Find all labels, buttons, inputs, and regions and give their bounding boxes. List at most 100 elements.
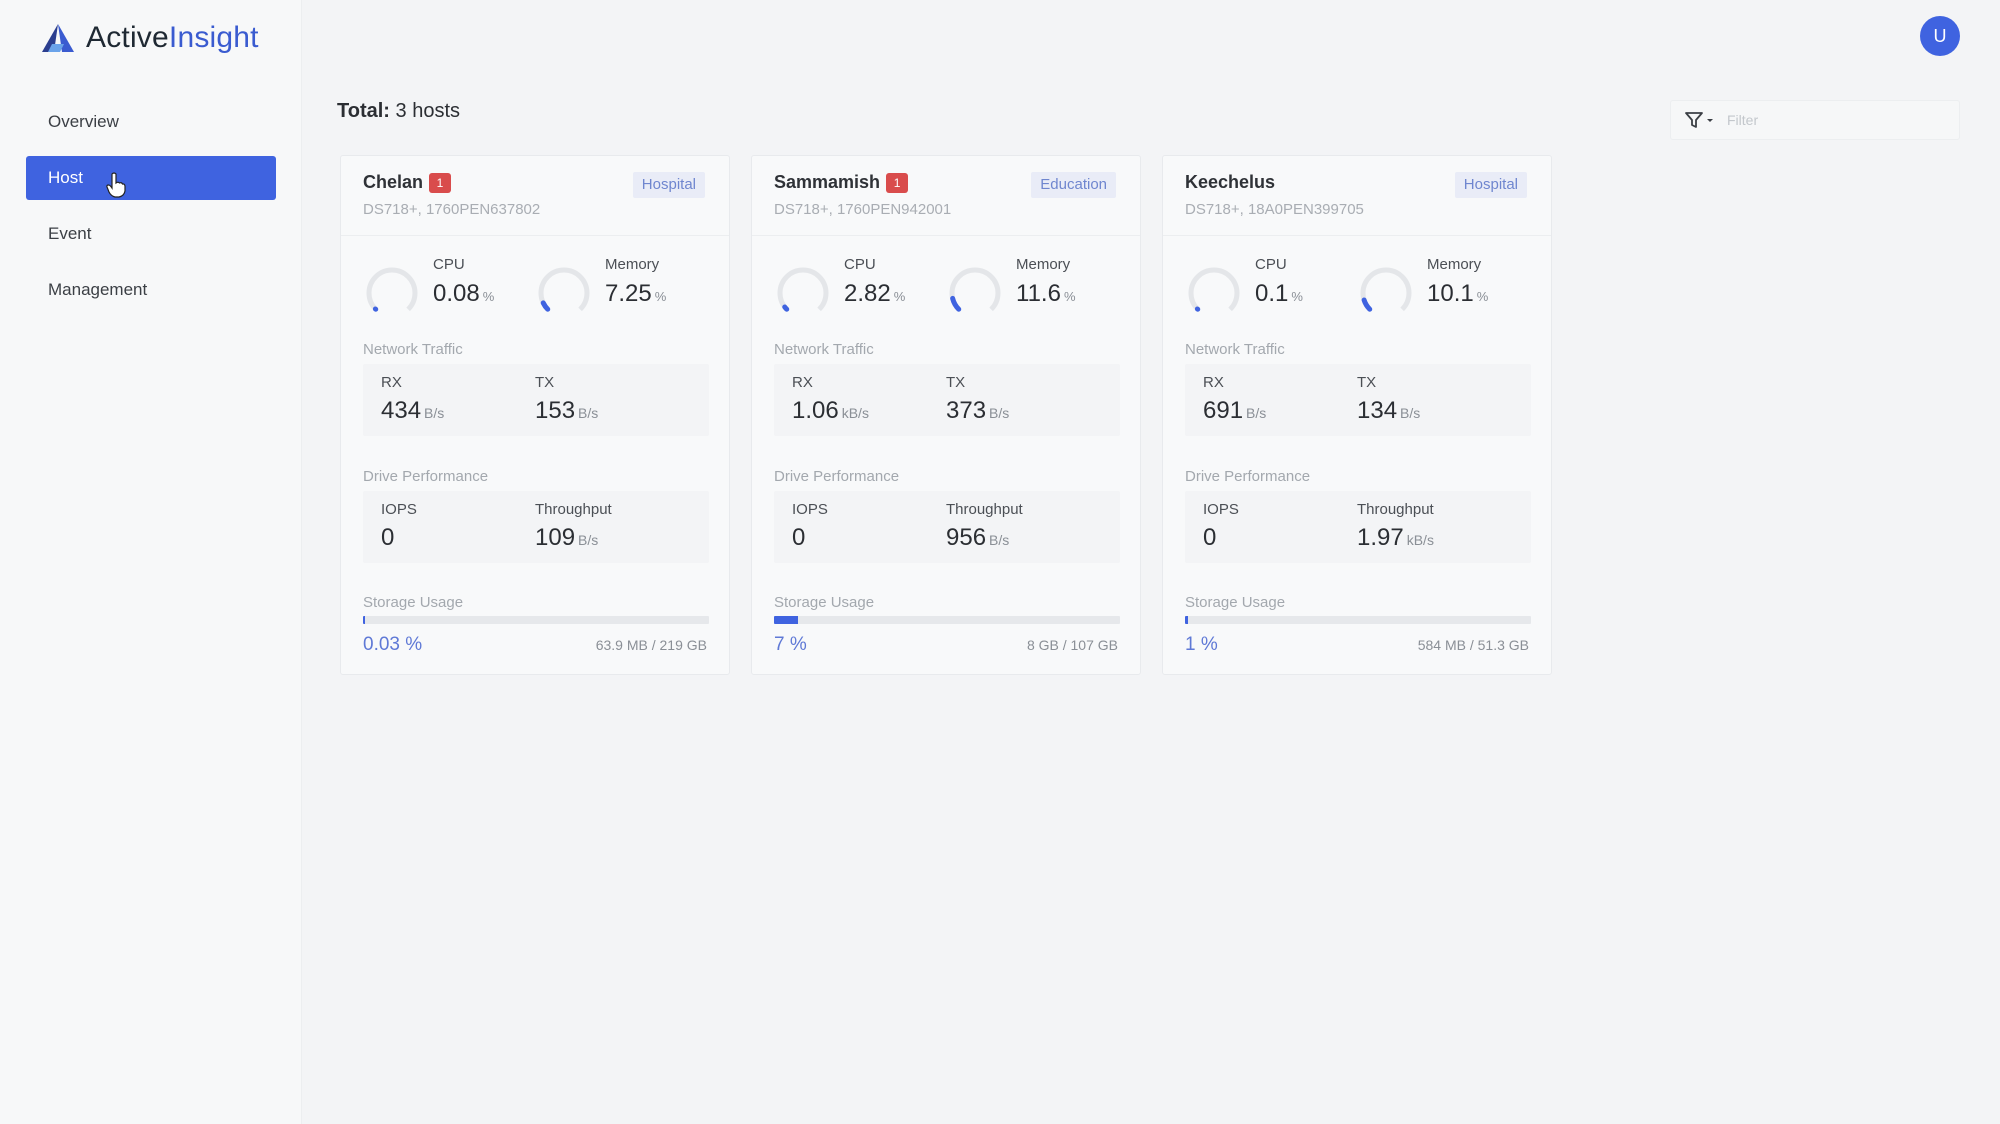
- memory-value: 10.1%: [1427, 280, 1489, 307]
- tx-value: 134 B/s: [1357, 397, 1421, 424]
- throughput-metric: Throughput 109 B/s: [535, 501, 612, 552]
- host-tag: Hospital: [1454, 172, 1527, 198]
- network-traffic-label: Network Traffic: [363, 341, 463, 358]
- sidebar-item-label: Host: [48, 168, 83, 187]
- sidebar-item-label: Management: [48, 280, 148, 299]
- rx-label: RX: [1203, 374, 1224, 391]
- alert-badge[interactable]: 1: [429, 172, 452, 193]
- rx-label: RX: [381, 374, 402, 391]
- sidebar-item-event[interactable]: Event: [26, 212, 276, 256]
- rx-value: 434 B/s: [381, 397, 445, 424]
- tx-metric: TX 134 B/s: [1357, 374, 1420, 425]
- iops-metric: IOPS 0: [381, 501, 417, 552]
- filter-icon[interactable]: [1685, 111, 1715, 129]
- storage-progress-fill: [774, 616, 799, 624]
- sidebar-item-host[interactable]: Host: [26, 156, 276, 200]
- host-model: DS718+, 1760PEN637802: [363, 201, 541, 218]
- iops-value: 0: [381, 524, 395, 551]
- host-name[interactable]: Sammamish: [774, 172, 881, 192]
- filter-input[interactable]: [1727, 112, 1927, 128]
- host-model: DS718+, 18A0PEN399705: [1185, 201, 1364, 218]
- rx-metric: RX 691 B/s: [1203, 374, 1266, 425]
- iops-value: 0: [792, 524, 806, 551]
- user-avatar[interactable]: U: [1920, 16, 1960, 56]
- cpu-gauge-icon: [1188, 267, 1240, 319]
- tx-value: 373 B/s: [946, 397, 1010, 424]
- cpu-gauge: CPU 2.82%: [774, 256, 944, 326]
- cpu-gauge: CPU 0.1%: [1185, 256, 1355, 326]
- storage-size: 63.9 MB / 219 GB: [595, 637, 707, 653]
- host-tag: Hospital: [632, 172, 705, 198]
- cpu-gauge: CPU 0.08%: [363, 256, 533, 326]
- throughput-metric: Throughput 1.97 kB/s: [1357, 501, 1434, 552]
- cpu-gauge-icon: [777, 267, 829, 319]
- network-traffic-box: RX 691 B/s TX 134 B/s: [1185, 364, 1531, 436]
- iops-label: IOPS: [381, 501, 417, 518]
- iops-label: IOPS: [1203, 501, 1239, 518]
- storage-percent: 7 %: [774, 634, 807, 655]
- host-model: DS718+, 1760PEN942001: [774, 201, 952, 218]
- memory-label: Memory: [1427, 256, 1482, 273]
- drive-performance-box: IOPS 0 Throughput 956 B/s: [774, 491, 1120, 563]
- storage-size: 8 GB / 107 GB: [1026, 637, 1118, 653]
- rx-value: 691 B/s: [1203, 397, 1267, 424]
- throughput-label: Throughput: [535, 501, 612, 518]
- network-traffic-box: RX 434 B/s TX 153 B/s: [363, 364, 709, 436]
- host-card-header: Sammamish 1 Education DS718+, 1760PEN9420…: [752, 156, 1140, 236]
- network-traffic-box: RX 1.06 kB/s TX 373 B/s: [774, 364, 1120, 436]
- host-card[interactable]: Chelan 1 Hospital DS718+, 1760PEN637802 C…: [340, 155, 730, 675]
- rx-metric: RX 1.06 kB/s: [792, 374, 869, 425]
- memory-gauge: Memory 11.6%: [946, 256, 1116, 326]
- tx-metric: TX 153 B/s: [535, 374, 598, 425]
- tx-label: TX: [946, 374, 966, 391]
- storage-progress-bar: [774, 616, 1120, 624]
- drive-performance-box: IOPS 0 Throughput 109 B/s: [363, 491, 709, 563]
- rx-label: RX: [792, 374, 813, 391]
- resource-gauges: CPU 2.82% Memory 11.6%: [774, 256, 1124, 326]
- host-card-header: Keechelus Hospital DS718+, 18A0PEN399705: [1163, 156, 1551, 236]
- throughput-label: Throughput: [946, 501, 1023, 518]
- cpu-value: 0.1%: [1255, 280, 1303, 307]
- app-logo[interactable]: ActiveInsight: [40, 18, 259, 58]
- cpu-value: 0.08%: [433, 280, 495, 307]
- drive-performance-box: IOPS 0 Throughput 1.97 kB/s: [1185, 491, 1531, 563]
- cpu-gauge-icon: [366, 267, 418, 319]
- memory-gauge-icon: [949, 267, 1001, 319]
- network-traffic-label: Network Traffic: [774, 341, 874, 358]
- logo-icon: [42, 24, 74, 52]
- throughput-value: 109 B/s: [535, 524, 599, 551]
- storage-usage-label: Storage Usage: [1185, 594, 1286, 611]
- host-name[interactable]: Chelan: [363, 172, 424, 192]
- storage-percent: 0.03 %: [363, 634, 423, 655]
- memory-gauge-icon: [1360, 267, 1412, 319]
- host-tag: Education: [1031, 172, 1116, 198]
- sidebar-nav: Overview Host Event Management: [26, 100, 276, 324]
- storage-progress-bar: [1185, 616, 1531, 624]
- storage-progress-bar: [363, 616, 709, 624]
- alert-badge[interactable]: 1: [886, 172, 909, 193]
- host-name[interactable]: Keechelus: [1185, 172, 1276, 192]
- tx-label: TX: [1357, 374, 1377, 391]
- throughput-value: 1.97 kB/s: [1357, 524, 1434, 551]
- storage-usage-label: Storage Usage: [363, 594, 464, 611]
- cpu-label: CPU: [1255, 256, 1287, 273]
- sidebar-item-management[interactable]: Management: [26, 268, 276, 312]
- drive-performance-label: Drive Performance: [774, 468, 900, 485]
- host-card[interactable]: Keechelus Hospital DS718+, 18A0PEN399705…: [1162, 155, 1552, 675]
- drive-performance-label: Drive Performance: [1185, 468, 1311, 485]
- host-card[interactable]: Sammamish 1 Education DS718+, 1760PEN9420…: [751, 155, 1141, 675]
- tx-metric: TX 373 B/s: [946, 374, 1009, 425]
- filter-box[interactable]: [1670, 100, 1960, 140]
- cpu-value: 2.82%: [844, 280, 906, 307]
- throughput-label: Throughput: [1357, 501, 1434, 518]
- sidebar-item-label: Event: [48, 224, 92, 243]
- rx-value: 1.06 kB/s: [792, 397, 869, 424]
- storage-size: 584 MB / 51.3 GB: [1417, 637, 1529, 653]
- memory-gauge-icon: [538, 267, 590, 319]
- storage-usage-label: Storage Usage: [774, 594, 875, 611]
- throughput-metric: Throughput 956 B/s: [946, 501, 1023, 552]
- host-total: Total: 3 hosts: [337, 100, 460, 122]
- rx-metric: RX 434 B/s: [381, 374, 444, 425]
- tx-label: TX: [535, 374, 555, 391]
- sidebar-item-overview[interactable]: Overview: [26, 100, 276, 144]
